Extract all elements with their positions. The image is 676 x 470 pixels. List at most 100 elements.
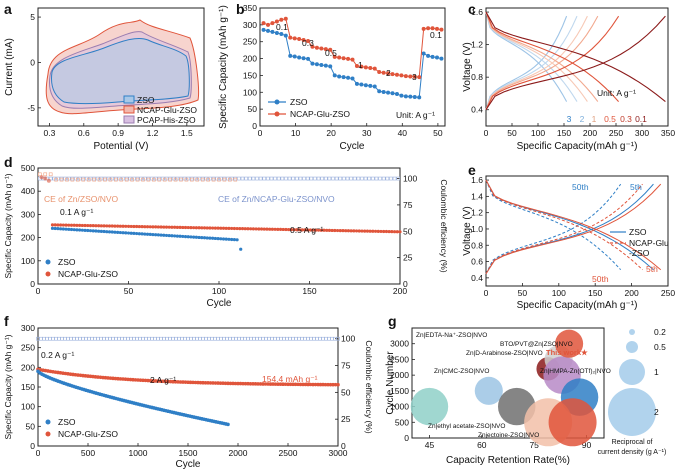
zso-capacity-point (156, 233, 160, 237)
ncap-capacity-point (105, 224, 109, 228)
zso-capacity-point (121, 231, 125, 235)
ncap-capacity-point (124, 224, 128, 228)
zso-rate-point (359, 82, 364, 87)
rate-label-1: 0.3 (302, 38, 314, 48)
panel-d: d 0 50 100 150 20001002003004005000255075100… (3, 154, 449, 309)
ncap-capacity-point (265, 227, 269, 231)
zso-capacity-point (219, 237, 223, 241)
y-tick-label: 300 (21, 323, 35, 333)
zso-rate-point (390, 91, 395, 96)
ncap-capacity-point (331, 382, 335, 387)
y-tick-label: 0 (30, 441, 35, 451)
e-annot-50th-charge: 50th (572, 182, 589, 192)
curve-label-0.5: 0.5 (604, 114, 616, 124)
zso-capacity-point (86, 228, 90, 233)
ce-ncap-point (396, 176, 400, 181)
ce-ncap-point (179, 176, 183, 181)
curve-label-0.3: 0.3 (620, 114, 632, 124)
ncap-rate-point (421, 26, 426, 31)
ce-ncap-point (121, 176, 125, 181)
ce-ncap-point (381, 176, 386, 181)
x-tick-label: 0 (36, 286, 41, 296)
panel-b-data (261, 16, 444, 100)
ce-ncap-point (92, 176, 96, 181)
ncap-capacity-point (240, 227, 245, 231)
ce-zso-point (206, 177, 210, 182)
zso-rate-point (310, 61, 315, 66)
ce-point (102, 336, 106, 341)
zso-rate-point (430, 54, 435, 59)
ncap-capacity-point (236, 381, 240, 386)
ce-ncap-point (363, 176, 368, 181)
ncap-capacity-point (297, 228, 302, 232)
zso-capacity-point (110, 230, 114, 234)
ce-point (159, 336, 163, 341)
ncap-rate-point (439, 27, 444, 32)
ce-ncap-point (117, 176, 122, 181)
ncap-capacity-point (368, 229, 372, 233)
panel-a-axes: 0.3 0.6 0.9 1.2 1.5 5 0 -5 (27, 12, 193, 138)
y-tick-label: 50 (248, 104, 258, 114)
ce-zso-point (76, 177, 80, 182)
ncap-capacity-point (327, 228, 332, 232)
gcd-discharge-curve (485, 11, 568, 102)
zso-capacity-point (143, 232, 147, 236)
ncap-capacity-point (219, 226, 223, 230)
ncap-capacity-point (325, 228, 329, 232)
ncap-rate-point (319, 46, 324, 51)
gcd-discharge-curve (485, 11, 588, 102)
ce-ncap-point (171, 176, 176, 181)
ncap-capacity-point (129, 224, 133, 229)
panel-d-ylabel: Specific Capacity (mAh g⁻¹) (3, 173, 13, 278)
ce-ncap-point (219, 176, 223, 181)
y-tick-label: 50 (26, 421, 36, 431)
zso-capacity-point (53, 226, 57, 231)
zso-capacity-point (194, 235, 198, 239)
ce-point (132, 336, 136, 341)
ce-ncap-point (345, 176, 350, 181)
legend-label-ncap: NCAP-Glu-ZSO (58, 269, 118, 279)
ncap-capacity-point (365, 229, 370, 233)
ce-point (336, 336, 340, 341)
ce-ncap-point (190, 176, 194, 181)
zso-capacity-point (75, 228, 79, 232)
ncap-capacity-point (326, 382, 330, 387)
ncap-capacity-point (261, 382, 265, 386)
ncap-rate-point (323, 47, 328, 52)
ncap-capacity-point (121, 224, 125, 228)
ce-ncap-point (374, 176, 379, 181)
bubble-unlabeled (548, 398, 597, 447)
ce-point (183, 336, 187, 341)
ce-ncap-point (161, 176, 165, 181)
ncap-rate-point (297, 37, 302, 42)
ce-ncap-point (175, 176, 180, 181)
ncap-capacity-point (300, 228, 304, 232)
ncap-capacity-point (137, 224, 141, 229)
zso-capacity-point (167, 233, 171, 238)
ce-zso-point (86, 177, 91, 182)
y2-tick-label: 100 (341, 334, 355, 344)
ncap-capacity-point (336, 382, 340, 387)
ce-ncap-point (56, 176, 60, 181)
ce-zso-point (157, 177, 162, 182)
ncap-rate-line (263, 18, 442, 78)
y-tick-label: 1000 (390, 402, 409, 412)
f-rate-high: 2 A g⁻¹ (150, 375, 176, 385)
y-tick-label: 1.6 (471, 7, 483, 17)
y-tick-label: 250 (21, 343, 35, 353)
ncap-capacity-point (228, 381, 233, 386)
ncap-capacity-point (291, 382, 295, 387)
ce-zso-annotation: CE of Zn/ZSO/NVO (44, 194, 119, 204)
panel-c-unit: Unit: A g⁻¹ (597, 88, 636, 98)
ce-point (72, 336, 76, 341)
ce-ncap-point (164, 176, 169, 181)
ncap-capacity-point (322, 228, 326, 232)
y-tick-label: 0.4 (471, 273, 483, 283)
y-tick-label: 500 (395, 417, 409, 427)
x-tick-label: 0 (258, 128, 263, 138)
x-tick-label: 100 (212, 286, 226, 296)
ncap-capacity-point (303, 228, 307, 232)
ncap-capacity-point (61, 223, 65, 227)
x-tick-label: 2000 (229, 448, 248, 458)
ce-ncap-point (273, 176, 277, 181)
